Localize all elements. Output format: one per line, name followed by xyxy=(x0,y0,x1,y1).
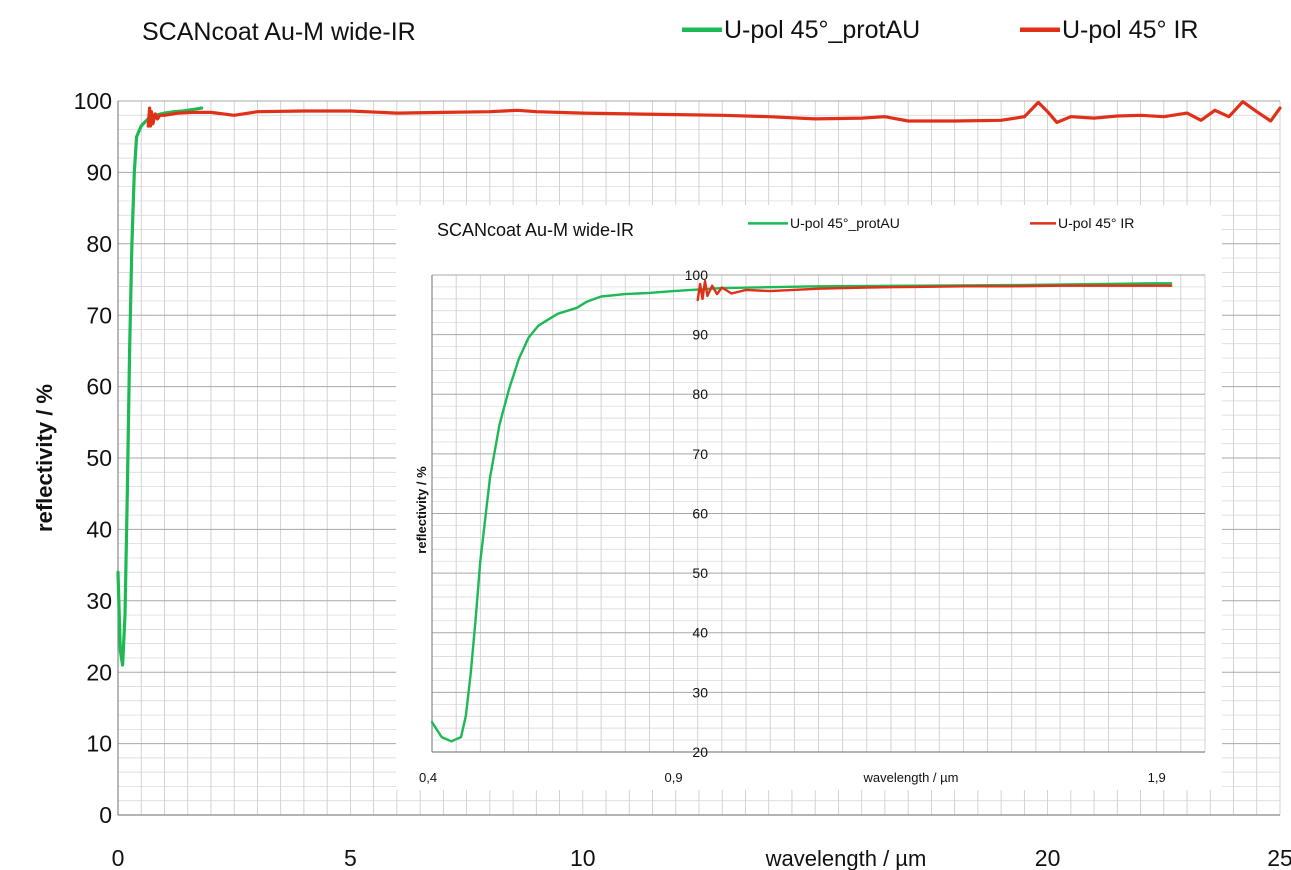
inset-y-tick-label: 70 xyxy=(692,446,708,462)
main-x-axis-label: wavelength / µm xyxy=(765,846,927,870)
inset-x-axis-label: wavelength / µm xyxy=(863,770,959,785)
main-y-tick-label: 90 xyxy=(86,159,112,185)
inset-x-tick-label: 1,9 xyxy=(1148,770,1166,785)
main-y-tick-label: 0 xyxy=(99,802,112,828)
main-series-line-2 xyxy=(146,100,1282,128)
main-chart-title: SCANcoat Au-M wide-IR xyxy=(142,18,416,46)
inset-series xyxy=(430,279,1173,743)
inset-y-axis-label: reflectivity / % xyxy=(414,466,429,554)
inset-series-line-2 xyxy=(696,279,1173,302)
inset-grid xyxy=(431,274,1206,753)
main-x-tick-label: 25 xyxy=(1267,845,1291,870)
main-y-tick-label: 80 xyxy=(86,231,112,257)
main-y-tick-label: 50 xyxy=(86,445,112,471)
main-legend-label-2: U-pol 45° IR xyxy=(1062,16,1198,44)
main-y-tick-label: 40 xyxy=(86,516,112,542)
main-x-ticks: 0 5 10 20 25 xyxy=(112,845,1291,870)
inset-series-line-1 xyxy=(430,282,1173,743)
inset-y-tick-label: 20 xyxy=(692,744,708,760)
inset-y-tick-label: 100 xyxy=(685,267,709,283)
inset-background xyxy=(396,205,1222,790)
inset-y-tick-label: 60 xyxy=(692,505,708,521)
main-x-tick-label: 20 xyxy=(1035,845,1061,870)
inset-chart: 20 30 40 50 60 70 80 90 100 0,4 0,9 1,9 SCANcoat A… xyxy=(396,205,1222,790)
main-series-line-1 xyxy=(116,106,204,667)
main-y-tick-label: 30 xyxy=(86,588,112,614)
inset-legend-label-2: U-pol 45° IR xyxy=(1058,215,1134,231)
main-series xyxy=(116,100,1282,667)
main-legend: U-pol 45°_protAU U-pol 45° IR xyxy=(682,16,1198,44)
inset-legend: U-pol 45°_protAU U-pol 45° IR xyxy=(748,215,1134,231)
main-y-tick-label: 100 xyxy=(74,88,112,114)
inset-y-tick-label: 30 xyxy=(692,684,708,700)
inset-y-tick-label: 50 xyxy=(692,565,708,581)
main-y-ticks: 0 10 20 30 40 50 60 70 80 90 100 xyxy=(74,88,112,828)
inset-x-ticks: 0,4 0,9 1,9 xyxy=(419,770,1166,785)
inset-y-ticks: 20 30 40 50 60 70 80 90 100 xyxy=(685,267,709,760)
main-y-tick-label: 10 xyxy=(86,731,112,757)
main-x-tick-label: 0 xyxy=(112,845,125,870)
main-x-tick-label: 10 xyxy=(570,845,596,870)
main-y-axis-label: reflectivity / % xyxy=(32,384,57,532)
inset-x-tick-label: 0,9 xyxy=(665,770,683,785)
main-y-tick-label: 20 xyxy=(86,659,112,685)
inset-y-tick-label: 90 xyxy=(692,327,708,343)
inset-y-tick-label: 80 xyxy=(692,386,708,402)
inset-x-tick-label: 0,4 xyxy=(419,770,437,785)
main-y-tick-label: 60 xyxy=(86,374,112,400)
main-x-tick-label: 5 xyxy=(344,845,357,870)
inset-chart-title: SCANcoat Au-M wide-IR xyxy=(437,220,634,240)
inset-legend-label-1: U-pol 45°_protAU xyxy=(790,215,900,231)
inset-y-tick-label: 40 xyxy=(692,625,708,641)
main-legend-label-1: U-pol 45°_protAU xyxy=(724,16,920,44)
main-y-tick-label: 70 xyxy=(86,302,112,328)
